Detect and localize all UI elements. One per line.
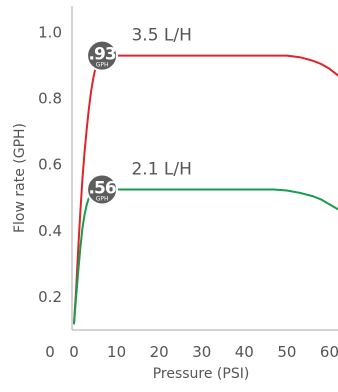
badge-unit: GPH [96, 195, 109, 202]
x-tick-label: 0 [69, 343, 79, 361]
x-tick-label: 30 [192, 343, 211, 361]
y-axis-title: Flow rate (GPH) [12, 123, 28, 233]
badge-value: .93 [89, 45, 116, 65]
x-tick-label: 50 [277, 343, 296, 361]
y-tick-label: 0.4 [38, 222, 62, 240]
badge-unit: GPH [96, 62, 109, 69]
axes [71, 6, 338, 331]
badge-circle [86, 173, 119, 206]
badge-circle [86, 39, 119, 72]
y-tick-label: 0.8 [38, 90, 62, 108]
series-label: 3.5 L/H [131, 26, 191, 46]
x-tick-label: 40 [235, 343, 254, 361]
x-tick-label: 20 [150, 343, 169, 361]
series-label: 2.1 L/H [131, 160, 191, 180]
tick-layer: 0 10 20 30 40 50 60 0.2 0.4 0.6 0.8 1.0 [38, 23, 338, 361]
x-tick-label: 10 [107, 343, 126, 361]
x-axis-title: Pressure (PSI) [153, 366, 250, 382]
y-tick-label: 0.6 [38, 156, 62, 174]
badge-value: .56 [89, 178, 116, 198]
origin-label: 0 [45, 343, 55, 361]
series-line [73, 188, 338, 325]
y-tick-label: 0.2 [38, 288, 62, 306]
y-tick-label: 1.0 [38, 23, 62, 41]
x-tick-label: 60 [320, 343, 338, 361]
